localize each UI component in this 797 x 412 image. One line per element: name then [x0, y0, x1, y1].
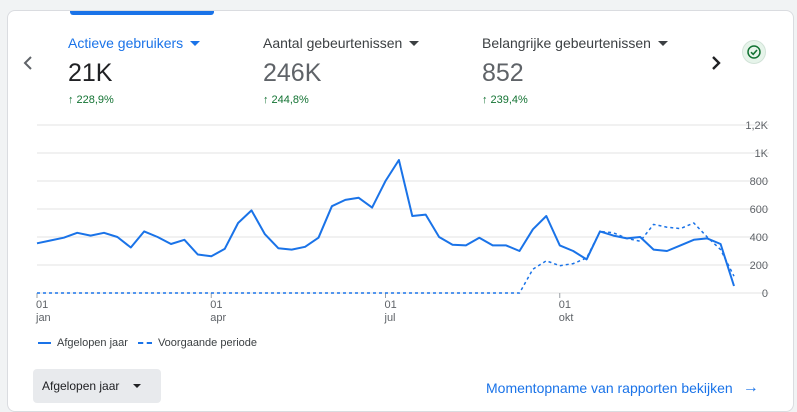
metric-key-events[interactable]: Belangrijke gebeurtenissen 852 ↑ 239,4%: [482, 35, 668, 106]
caret-down-icon: [190, 40, 201, 46]
y-tick-label: 800: [750, 176, 768, 188]
legend-item-previous: Voorgaande periode: [137, 337, 258, 349]
x-tick-month: jul: [384, 312, 396, 324]
x-tick-month: okt: [559, 312, 574, 324]
legend-dashed-line: [137, 342, 152, 344]
metric-change: 228,9%: [76, 94, 114, 106]
metric-value: 246K: [263, 59, 322, 87]
chart-legend: Afgelopen jaar Voorgaande periode: [38, 337, 257, 349]
arrow-up-icon: ↑: [263, 94, 269, 106]
check-circle-icon[interactable]: [742, 40, 766, 64]
y-tick-label: 0: [762, 288, 768, 300]
x-tick-month: apr: [210, 312, 226, 324]
arrow-up-icon: ↑: [68, 94, 74, 106]
report-link-label: Momentopname van rapporten bekijken: [486, 380, 733, 396]
metric-active-users[interactable]: Actieve gebruikers 21K ↑ 228,9%: [68, 35, 201, 106]
series-line-current: [36, 159, 735, 287]
chart-gridlines: [37, 124, 769, 294]
metric-label: Aantal gebeurtenissen: [263, 35, 403, 51]
legend-label: Afgelopen jaar: [57, 337, 128, 349]
x-tick-day: 01: [385, 299, 397, 311]
metric-label: Belangrijke gebeurtenissen: [482, 35, 651, 51]
y-tick-label: 600: [750, 204, 768, 216]
y-tick-label: 1,2K: [745, 120, 768, 132]
chevron-right-icon[interactable]: [706, 51, 726, 75]
period-select[interactable]: Afgelopen jaar: [33, 369, 161, 403]
metric-value: 852: [482, 59, 524, 87]
x-tick-day: 01: [36, 299, 48, 311]
chevron-left-icon[interactable]: [18, 51, 38, 75]
caret-down-icon: [133, 384, 142, 388]
x-tick-day: 01: [559, 299, 571, 311]
caret-down-icon: [409, 40, 420, 46]
legend-item-current: Afgelopen jaar: [38, 337, 128, 349]
chart-series: [36, 159, 735, 294]
period-select-value: Afgelopen jaar: [42, 379, 120, 393]
y-tick-label: 200: [750, 260, 768, 272]
y-tick-label: 400: [750, 232, 768, 244]
metrics-card: Actieve gebruikers 21K ↑ 228,9% Aantal ge…: [7, 10, 794, 412]
metric-event-count[interactable]: Aantal gebeurtenissen 246K ↑ 244,8%: [263, 35, 420, 106]
active-tab-indicator: [70, 11, 214, 15]
y-axis-ticks: 1,2K 1K 800 600 400 200 0: [745, 120, 768, 300]
arrow-right-icon: →: [742, 379, 759, 396]
legend-solid-line: [38, 342, 51, 344]
series-line-previous: [37, 222, 735, 294]
metric-label: Actieve gebruikers: [68, 35, 184, 51]
y-tick-label: 1K: [755, 148, 769, 160]
metric-change: 244,8%: [271, 94, 309, 106]
caret-down-icon: [657, 40, 668, 46]
metric-change: 239,4%: [490, 94, 528, 106]
x-tick-month: jan: [35, 312, 51, 324]
x-tick-day: 01: [210, 299, 222, 311]
metric-value: 21K: [68, 59, 113, 87]
view-reports-snapshot-link[interactable]: Momentopname van rapporten bekijken →: [486, 379, 759, 397]
legend-label: Voorgaande periode: [157, 337, 258, 349]
arrow-up-icon: ↑: [482, 94, 488, 106]
